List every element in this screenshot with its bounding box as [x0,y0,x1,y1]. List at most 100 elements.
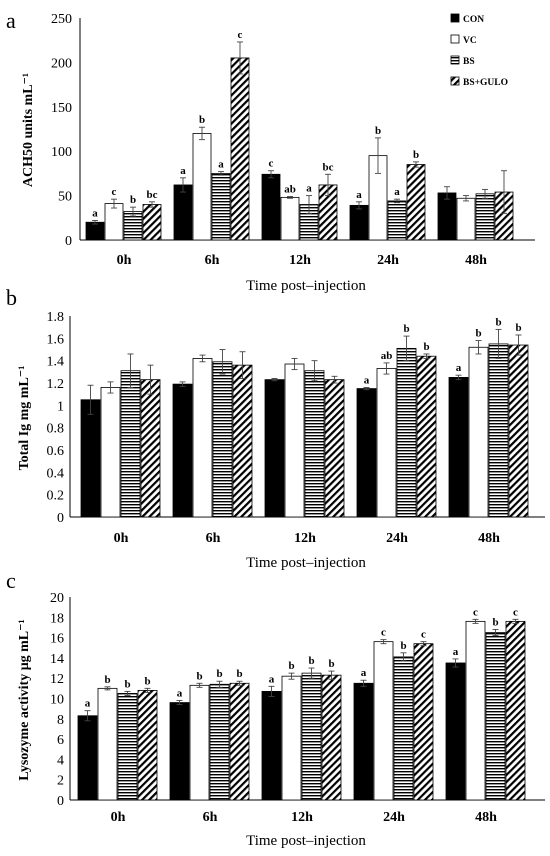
bar-con-6h [172,383,193,518]
significance-label: a [269,673,275,685]
bar-con-6h [169,702,190,801]
bar-vc-48h [465,620,486,801]
significance-label: b [375,125,381,137]
bar-vc-24h [376,368,397,518]
significance-label: b [124,678,130,690]
bar-bs-6h [211,172,231,241]
bar-bs-24h [393,656,414,801]
y-tick-label: 20 [50,591,64,606]
bar-vc-12h [284,363,305,518]
significance-label: a [85,698,91,710]
bar-bs-48h [485,632,506,801]
significance-label: c [238,29,243,41]
bar-bs-gulo-0h [137,689,158,801]
panel-letter: c [6,568,16,593]
bar-vc-6h [189,684,210,801]
bar-bs-gulo-24h [413,643,434,801]
y-tick-label: 100 [51,145,72,160]
bar-bs-gulo-12h [324,379,345,518]
bar-bs-gulo-6h [229,682,250,801]
significance-label: b [308,655,314,667]
y-tick-label: 1.6 [47,332,65,347]
bar-vc-48h [468,346,489,518]
y-tick-label: 0.2 [47,489,65,504]
bar-bs-gulo-6h [230,57,250,241]
significance-label: b [104,674,110,686]
x-tick-label: 6h [203,810,218,825]
bar-con-0h [80,399,101,518]
significance-label: a [361,667,367,679]
y-tick-label: 2 [57,774,64,789]
x-axis-label: Time post–injection [246,555,366,571]
significance-label: b [423,341,429,353]
significance-label: b [216,668,222,680]
bar-bs-24h [387,200,407,241]
y-tick-label: 150 [51,101,72,116]
legend-label: BS+GULO [463,78,508,88]
bar-con-0h [77,715,98,801]
bar-vc-12h [281,675,302,801]
y-tick-label: 50 [58,190,72,205]
bar-vc-0h [100,387,121,518]
bar-con-48h [448,377,469,518]
y-tick-label: 0.6 [47,444,65,459]
significance-label: b [288,660,294,672]
x-tick-label: 24h [377,253,399,268]
bar-con-12h [261,690,282,801]
y-tick-label: 18 [50,611,64,626]
significance-label: b [144,675,150,687]
y-tick-label: 4 [57,753,64,768]
x-tick-label: 0h [114,531,129,546]
y-tick-label: 0.8 [47,422,65,437]
bar-bs-gulo-0h [142,204,162,241]
bar-con-12h [261,173,281,241]
significance-label: a [306,183,312,195]
significance-label: b [236,668,242,680]
y-tick-label: 0 [57,511,64,526]
bar-bs-12h [304,370,325,518]
chart-panel-c: c 0 2 4 6 8 10 12 14 16 18 20 Lysozyme activity μg m… [6,568,545,849]
x-tick-label: 48h [478,531,500,546]
significance-label: b [515,322,521,334]
bar-bs-gulo-6h [232,364,253,518]
x-tick-label: 0h [117,253,132,268]
bar-bs-6h [209,683,230,801]
x-tick-label: 0h [111,810,126,825]
significance-label: c [112,186,117,198]
legend-swatch-bs [450,55,460,65]
significance-label: b [196,670,202,682]
x-tick-label: 12h [294,531,316,546]
bar-bs-gulo-0h [140,379,161,518]
y-tick-label: 1.2 [47,377,65,392]
y-tick-label: 6 [57,733,64,748]
significance-label: c [473,606,478,618]
significance-label: b [495,316,501,328]
significance-label: bc [323,161,334,173]
significance-label: a [453,646,459,658]
panel-letter: a [6,8,16,33]
y-axis-label: Lysozyme activity μg mL⁻¹ [17,619,32,780]
y-tick-label: 0 [57,794,64,809]
significance-label: a [394,186,400,198]
bar-con-6h [173,184,193,241]
bar-bs-24h [396,347,417,518]
significance-label: ab [381,350,393,362]
legend-swatch-bs-gulo [450,76,460,86]
significance-label: b [475,328,481,340]
legend-label: VC [463,36,477,46]
bar-con-24h [353,682,374,801]
bar-con-0h [85,221,105,241]
y-tick-label: 250 [51,12,72,27]
x-tick-label: 24h [383,810,405,825]
bar-con-48h [445,662,466,801]
x-tick-label: 24h [386,531,408,546]
bar-con-24h [356,388,377,518]
bar-bs-0h [120,370,141,518]
panel-letter: b [6,285,17,310]
significance-label: a [356,189,362,201]
significance-label: ab [284,183,296,195]
bar-bs-0h [117,693,138,801]
legend: CON VC BS BS+GULO [450,13,508,88]
x-tick-label: 48h [475,810,497,825]
